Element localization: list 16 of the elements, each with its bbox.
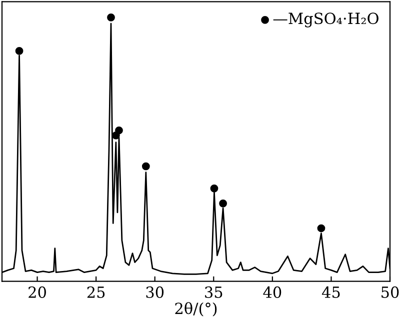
x-tick-label: 20 bbox=[28, 286, 46, 298]
point bbox=[317, 224, 326, 232]
point bbox=[107, 14, 115, 22]
x-tick-label: 25 bbox=[87, 286, 105, 298]
x-axis-title: 2θ/(°) bbox=[175, 302, 217, 316]
point bbox=[219, 200, 227, 208]
legend-label: —MgSO₄·H₂O bbox=[273, 12, 378, 28]
x-tick-label: 50 bbox=[382, 286, 399, 298]
x-tick-label: 35 bbox=[205, 286, 222, 298]
point bbox=[210, 184, 218, 192]
x-tick-label: 40 bbox=[263, 286, 282, 298]
point bbox=[115, 126, 123, 134]
point bbox=[142, 162, 150, 170]
point bbox=[15, 47, 24, 55]
x-tick-label: 45 bbox=[322, 286, 340, 298]
x-tick-label: 30 bbox=[146, 286, 164, 298]
